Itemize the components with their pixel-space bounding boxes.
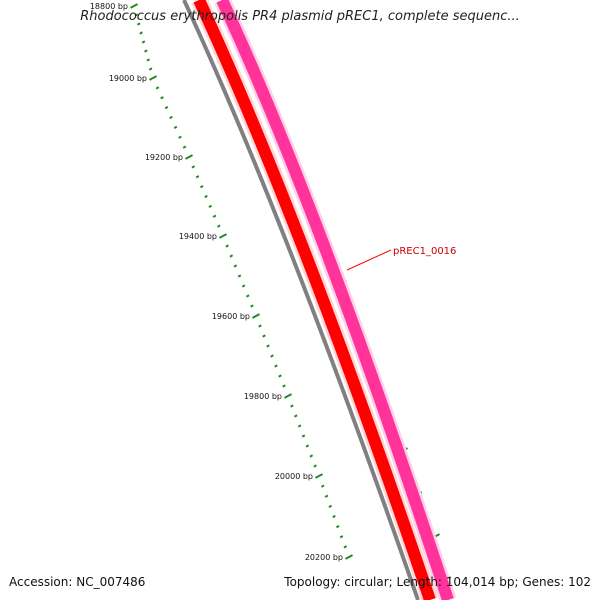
minor-tick (173, 125, 178, 129)
scale-tick-label: 18800 bp (90, 2, 128, 11)
minor-tick (164, 106, 169, 110)
minor-tick (313, 464, 317, 468)
minor-tick (204, 194, 208, 199)
scale-tick-label: 19600 bp (212, 312, 250, 321)
minor-tick (245, 294, 250, 298)
minor-tick (199, 185, 204, 189)
minor-tick (136, 22, 141, 26)
minor-tick (141, 40, 146, 44)
scale-tick-label: 20000 bp (275, 472, 313, 481)
minor-tick (309, 454, 314, 458)
minor-tick (208, 204, 213, 208)
minor-tick (320, 484, 325, 488)
minor-tick (182, 145, 187, 149)
accession-text: Accession: NC_007486 (9, 575, 146, 589)
minor-tick (250, 304, 254, 308)
major-tick (219, 233, 227, 239)
minor-tick (270, 354, 274, 358)
minor-tick (343, 545, 348, 549)
scale-tick-label: 19200 bp (145, 153, 183, 162)
scale-tick-label: 19400 bp (179, 232, 217, 241)
minor-tick (301, 434, 306, 438)
major-tick (345, 554, 353, 560)
minor-tick (324, 494, 329, 498)
minor-tick (225, 244, 229, 248)
backbone-track (182, 0, 420, 600)
minor-tick (155, 86, 160, 90)
minor-tick (241, 284, 246, 288)
cds-track[interactable] (193, 0, 436, 600)
minor-tick (146, 58, 151, 62)
scale-tick-label: 19000 bp (109, 74, 147, 83)
scale-tick-label: 20200 bp (305, 553, 343, 562)
minor-tick (212, 214, 217, 218)
gene-label-line (346, 249, 392, 271)
minor-tick (282, 384, 286, 388)
minor-tick (297, 424, 302, 428)
major-tick (149, 75, 157, 81)
minor-tick (195, 175, 200, 179)
minor-tick (148, 67, 153, 71)
major-tick (315, 473, 323, 479)
minor-tick (278, 374, 282, 378)
minor-tick (144, 49, 148, 53)
minor-tick (134, 13, 139, 17)
summary-text: Topology: circular; Length: 104,014 bp; … (284, 575, 591, 589)
minor-tick (169, 115, 173, 120)
minor-tick (139, 31, 143, 35)
minor-tick (216, 224, 221, 228)
major-tick (284, 393, 292, 399)
minor-tick (178, 135, 182, 139)
major-tick (185, 154, 193, 160)
minor-tick (233, 264, 238, 268)
gene-label-prec1-0016[interactable]: pREC1_0016 (393, 246, 456, 257)
minor-tick (332, 514, 336, 519)
minor-tick (293, 414, 298, 418)
map-title: Rhodococcus erythropolis PR4 plasmid pRE… (80, 9, 520, 24)
major-tick (130, 3, 138, 9)
minor-tick (262, 334, 266, 338)
minor-tick (160, 96, 164, 100)
minor-tick (229, 254, 234, 258)
minor-tick (305, 444, 310, 448)
minor-tick (339, 535, 344, 539)
minor-tick (335, 525, 340, 529)
minor-tick (191, 165, 196, 169)
gene-track[interactable] (216, 0, 454, 600)
major-tick (252, 313, 260, 319)
minor-tick (290, 404, 294, 408)
minor-tick (274, 364, 278, 368)
minor-tick (258, 324, 262, 328)
minor-tick (237, 274, 242, 278)
scale-tick-label: 19800 bp (244, 392, 282, 401)
minor-tick (328, 504, 333, 508)
minor-tick (266, 344, 270, 348)
